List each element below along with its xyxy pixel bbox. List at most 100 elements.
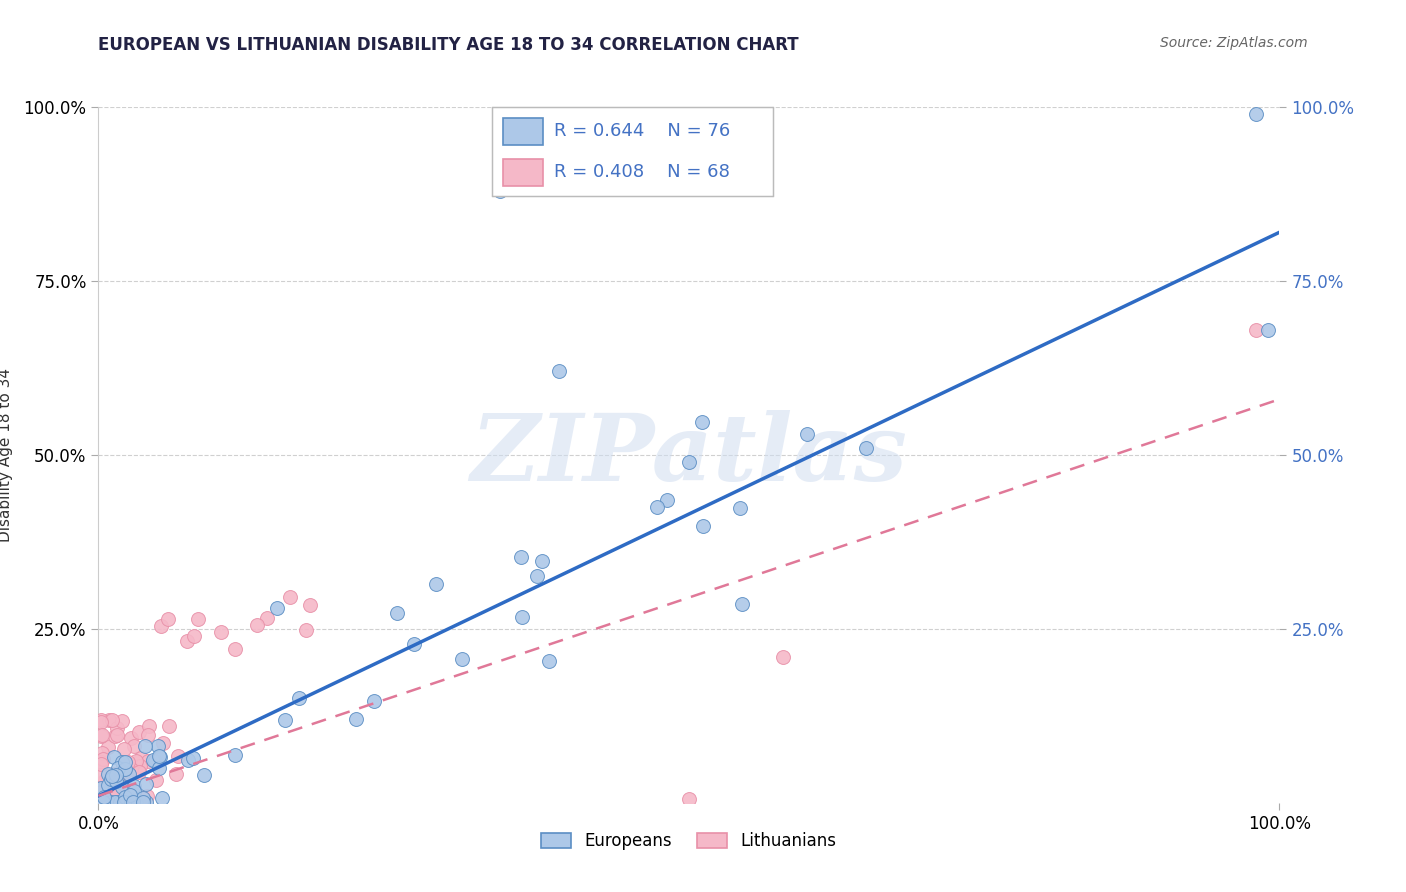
Point	[94, 792, 117, 806]
Point	[120, 784, 142, 798]
Point	[118, 766, 141, 780]
Point	[152, 736, 174, 750]
Point	[129, 751, 152, 765]
Point	[136, 728, 159, 742]
Text: EUROPEAN VS LITHUANIAN DISABILITY AGE 18 TO 34 CORRELATION CHART: EUROPEAN VS LITHUANIAN DISABILITY AGE 18…	[98, 36, 799, 54]
Point	[177, 753, 200, 767]
Point	[166, 749, 188, 764]
Point	[114, 762, 136, 776]
Point	[97, 739, 120, 754]
Point	[100, 778, 122, 792]
Point	[90, 756, 112, 771]
Point	[112, 777, 135, 791]
Point	[91, 795, 114, 809]
Point	[118, 788, 141, 802]
Point	[96, 778, 118, 792]
Point	[111, 780, 134, 794]
Point	[125, 795, 148, 809]
Point	[112, 758, 135, 772]
Point	[224, 748, 246, 763]
Point	[537, 655, 560, 669]
Point	[148, 761, 170, 775]
Point	[107, 761, 129, 775]
Point	[256, 611, 278, 625]
Point	[690, 415, 713, 429]
Point	[645, 500, 668, 514]
Point	[209, 624, 232, 639]
Point	[728, 500, 751, 515]
Point	[548, 364, 571, 378]
Point	[114, 789, 136, 804]
Point	[111, 755, 134, 769]
Point	[678, 792, 700, 806]
Point	[165, 766, 187, 780]
Point	[108, 795, 131, 809]
Point	[120, 795, 142, 809]
Point	[274, 713, 297, 727]
Point	[112, 742, 135, 756]
Point	[91, 728, 114, 742]
Point	[526, 568, 548, 582]
Point	[90, 715, 112, 730]
Point	[402, 637, 425, 651]
Point	[98, 713, 121, 727]
Point	[90, 780, 112, 795]
Point	[104, 729, 127, 743]
Point	[90, 729, 112, 743]
Point	[91, 785, 114, 799]
Point	[224, 642, 246, 657]
Point	[145, 773, 167, 788]
Text: Source: ZipAtlas.com: Source: ZipAtlas.com	[1160, 36, 1308, 50]
Point	[100, 795, 122, 809]
Point	[193, 768, 215, 782]
Point	[280, 590, 302, 604]
Point	[128, 759, 150, 773]
Point	[114, 795, 136, 809]
Point	[91, 785, 114, 799]
Point	[112, 795, 135, 809]
Point	[425, 576, 447, 591]
Point	[103, 749, 125, 764]
Point	[128, 764, 150, 779]
Point	[295, 624, 318, 638]
Point	[138, 719, 160, 733]
Point	[451, 651, 474, 665]
Point	[112, 759, 135, 773]
Point	[731, 598, 754, 612]
Point	[105, 773, 128, 788]
Point	[1244, 323, 1267, 337]
Point	[176, 634, 198, 648]
FancyBboxPatch shape	[503, 118, 543, 145]
Point	[122, 739, 145, 754]
Point	[287, 691, 309, 706]
Point	[150, 619, 173, 633]
Point	[148, 739, 170, 753]
Point	[143, 754, 166, 768]
Point	[510, 609, 533, 624]
Point	[489, 184, 512, 198]
Point	[187, 612, 209, 626]
Point	[125, 754, 148, 768]
Point	[298, 598, 321, 612]
Point	[855, 441, 877, 455]
Legend: Europeans, Lithuanians: Europeans, Lithuanians	[534, 826, 844, 857]
Point	[90, 713, 112, 727]
Point	[657, 493, 679, 508]
Text: R = 0.408    N = 68: R = 0.408 N = 68	[554, 163, 730, 181]
Point	[103, 767, 125, 781]
Point	[122, 779, 145, 793]
Point	[104, 789, 127, 803]
Point	[101, 713, 124, 727]
Point	[90, 784, 112, 798]
Point	[93, 790, 115, 805]
Point	[120, 794, 142, 808]
Point	[94, 773, 117, 788]
Point	[387, 606, 409, 620]
Point	[796, 427, 818, 442]
Point	[246, 617, 269, 632]
Point	[183, 750, 205, 764]
Point	[531, 553, 554, 567]
Point	[111, 714, 134, 728]
Point	[112, 795, 135, 809]
Point	[122, 784, 145, 798]
